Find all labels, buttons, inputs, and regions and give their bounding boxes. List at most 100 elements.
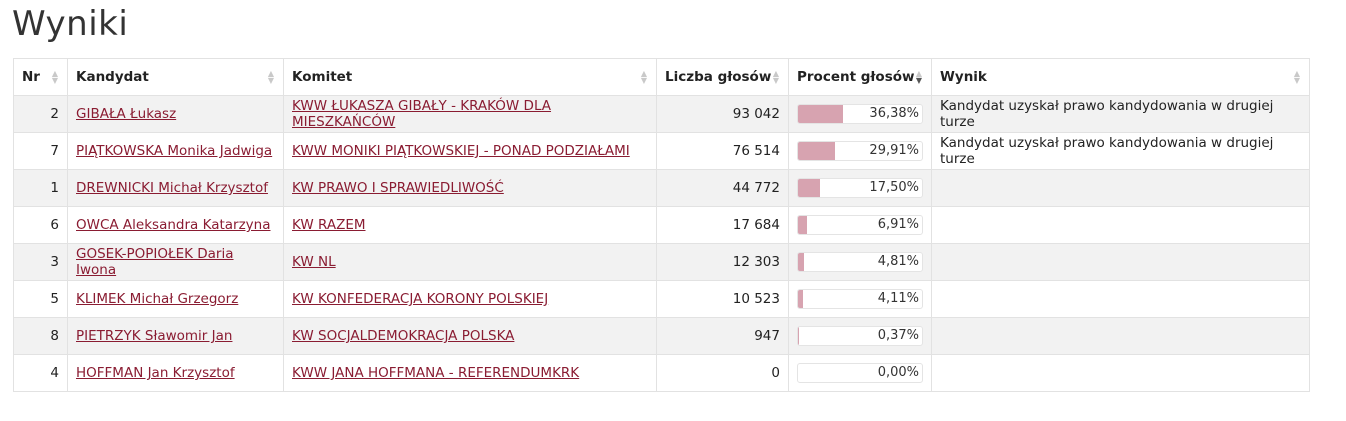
percent-value: 36,38% <box>869 106 919 121</box>
cell-liczba-glosow: 12 303 <box>656 243 789 281</box>
candidate-link[interactable]: KLIMEK Michał Grzegorz <box>76 291 239 307</box>
cell-komitet: KW KONFEDERACJA KORONY POLSKIEJ <box>283 280 657 318</box>
table-row: 5 KLIMEK Michał Grzegorz KW KONFEDERACJA K… <box>13 280 1310 318</box>
column-header-label: Kandydat <box>76 69 149 85</box>
column-header-komitet[interactable]: Komitet ▲ ▼ <box>283 58 657 96</box>
committee-link[interactable]: KW RAZEM <box>292 217 366 233</box>
percent-value: 17,50% <box>869 180 919 195</box>
percent-bar: 6,91% <box>797 215 923 235</box>
table-row: 7 PIĄTKOWSKA Monika Jadwiga KWW MONIKI PIĄ… <box>13 132 1310 170</box>
cell-wynik: Kandydat uzyskał prawo kandydowania w dr… <box>931 132 1310 170</box>
candidate-link[interactable]: PIĄTKOWSKA Monika Jadwiga <box>76 143 273 159</box>
cell-nr: 4 <box>13 354 68 392</box>
cell-nr: 5 <box>13 280 68 318</box>
percent-value: 4,81% <box>877 254 919 269</box>
cell-liczba-glosow: 947 <box>656 317 789 355</box>
percent-bar-fill <box>798 216 807 234</box>
results-table: Nr ▲ ▼ Kandydat ▲ ▼ Komitet ▲ ▼ Liczba głos… <box>13 58 1310 392</box>
sort-icon: ▲ ▼ <box>51 69 58 85</box>
cell-kandydat: OWCA Aleksandra Katarzyna <box>67 206 284 244</box>
percent-bar: 0,37% <box>797 326 923 346</box>
percent-bar-fill <box>798 179 820 197</box>
cell-komitet: KW PRAWO I SPRAWIEDLIWOŚĆ <box>283 169 657 207</box>
percent-bar-fill <box>798 105 844 123</box>
table-row: 2 GIBAŁA Łukasz KWW ŁUKASZA GIBAŁY - KRAKÓ… <box>13 95 1310 133</box>
table-row: 1 DREWNICKI Michał Krzysztof KW PRAWO I SP… <box>13 169 1310 207</box>
sort-descending-icon: ▲ ▼ <box>915 69 922 85</box>
table-row: 6 OWCA Aleksandra Katarzyna KW RAZEM 17 684… <box>13 206 1310 244</box>
percent-bar: 0,00% <box>797 363 923 383</box>
cell-procent-glosow: 29,91% <box>788 132 932 170</box>
cell-wynik <box>931 206 1310 244</box>
committee-link[interactable]: KWW ŁUKASZA GIBAŁY - KRAKÓW DLA MIESZKAŃ… <box>292 98 552 130</box>
cell-kandydat: GOSEK-POPIOŁEK Daria Iwona <box>67 243 284 281</box>
sort-icon: ▲ ▼ <box>640 69 647 85</box>
cell-nr: 2 <box>13 95 68 133</box>
cell-kandydat: KLIMEK Michał Grzegorz <box>67 280 284 318</box>
percent-bar-fill <box>798 253 804 271</box>
cell-wynik: Kandydat uzyskał prawo kandydowania w dr… <box>931 95 1310 133</box>
column-header-procent-glosow[interactable]: Procent głosów ▲ ▼ <box>788 58 932 96</box>
column-header-liczba-glosow[interactable]: Liczba głosów ▲ ▼ <box>656 58 789 96</box>
percent-value: 29,91% <box>869 143 919 158</box>
candidate-link[interactable]: GOSEK-POPIOŁEK Daria Iwona <box>76 246 234 278</box>
cell-wynik <box>931 169 1310 207</box>
percent-bar: 17,50% <box>797 178 923 198</box>
cell-wynik <box>931 280 1310 318</box>
column-header-wynik[interactable]: Wynik ▲ ▼ <box>931 58 1310 96</box>
candidate-link[interactable]: GIBAŁA Łukasz <box>76 106 177 122</box>
cell-komitet: KWW JANA HOFFMANA - REFERENDUMKRK <box>283 354 657 392</box>
table-header-row: Nr ▲ ▼ Kandydat ▲ ▼ Komitet ▲ ▼ Liczba głos… <box>13 58 1310 96</box>
cell-wynik <box>931 317 1310 355</box>
candidate-link[interactable]: PIETRZYK Sławomir Jan <box>76 328 233 344</box>
percent-bar: 4,81% <box>797 252 923 272</box>
cell-procent-glosow: 0,00% <box>788 354 932 392</box>
cell-liczba-glosow: 76 514 <box>656 132 789 170</box>
cell-komitet: KW SOCJALDEMOKRACJA POLSKA <box>283 317 657 355</box>
cell-nr: 7 <box>13 132 68 170</box>
cell-liczba-glosow: 0 <box>656 354 789 392</box>
percent-bar: 29,91% <box>797 141 923 161</box>
committee-link[interactable]: KWW MONIKI PIĄTKOWSKIEJ - PONAD PODZIAŁA… <box>292 143 630 159</box>
candidate-link[interactable]: DREWNICKI Michał Krzysztof <box>76 180 268 196</box>
cell-procent-glosow: 4,11% <box>788 280 932 318</box>
column-header-label: Liczba głosów <box>665 69 772 85</box>
percent-bar-fill <box>798 290 804 308</box>
committee-link[interactable]: KW NL <box>292 254 336 270</box>
percent-value: 6,91% <box>877 217 919 232</box>
cell-procent-glosow: 36,38% <box>788 95 932 133</box>
percent-bar: 4,11% <box>797 289 923 309</box>
sort-icon: ▲ ▼ <box>1293 69 1300 85</box>
candidate-link[interactable]: OWCA Aleksandra Katarzyna <box>76 217 271 233</box>
cell-kandydat: PIĄTKOWSKA Monika Jadwiga <box>67 132 284 170</box>
cell-nr: 8 <box>13 317 68 355</box>
cell-komitet: KW NL <box>283 243 657 281</box>
column-header-label: Nr <box>22 69 40 85</box>
cell-nr: 3 <box>13 243 68 281</box>
cell-procent-glosow: 17,50% <box>788 169 932 207</box>
cell-procent-glosow: 6,91% <box>788 206 932 244</box>
cell-procent-glosow: 4,81% <box>788 243 932 281</box>
percent-value: 0,37% <box>877 328 919 343</box>
column-header-nr[interactable]: Nr ▲ ▼ <box>13 58 68 96</box>
percent-bar-fill <box>798 142 836 160</box>
cell-kandydat: HOFFMAN Jan Krzysztof <box>67 354 284 392</box>
table-row: 4 HOFFMAN Jan Krzysztof KWW JANA HOFFMANA … <box>13 354 1310 392</box>
committee-link[interactable]: KW SOCJALDEMOKRACJA POLSKA <box>292 328 515 344</box>
committee-link[interactable]: KW PRAWO I SPRAWIEDLIWOŚĆ <box>292 180 504 196</box>
sort-icon: ▲ ▼ <box>267 69 274 85</box>
committee-link[interactable]: KW KONFEDERACJA KORONY POLSKIEJ <box>292 291 549 307</box>
committee-link[interactable]: KWW JANA HOFFMANA - REFERENDUMKRK <box>292 365 580 381</box>
cell-liczba-glosow: 44 772 <box>656 169 789 207</box>
column-header-label: Komitet <box>292 69 353 85</box>
cell-nr: 6 <box>13 206 68 244</box>
column-header-label: Wynik <box>940 69 987 85</box>
cell-liczba-glosow: 17 684 <box>656 206 789 244</box>
sort-icon: ▲ ▼ <box>772 69 779 85</box>
column-header-kandydat[interactable]: Kandydat ▲ ▼ <box>67 58 284 96</box>
candidate-link[interactable]: HOFFMAN Jan Krzysztof <box>76 365 235 381</box>
page-title: Wyniki <box>12 4 129 44</box>
percent-value: 0,00% <box>877 365 919 380</box>
table-row: 3 GOSEK-POPIOŁEK Daria Iwona KW NL 12 303 4,… <box>13 243 1310 281</box>
percent-bar: 36,38% <box>797 104 923 124</box>
